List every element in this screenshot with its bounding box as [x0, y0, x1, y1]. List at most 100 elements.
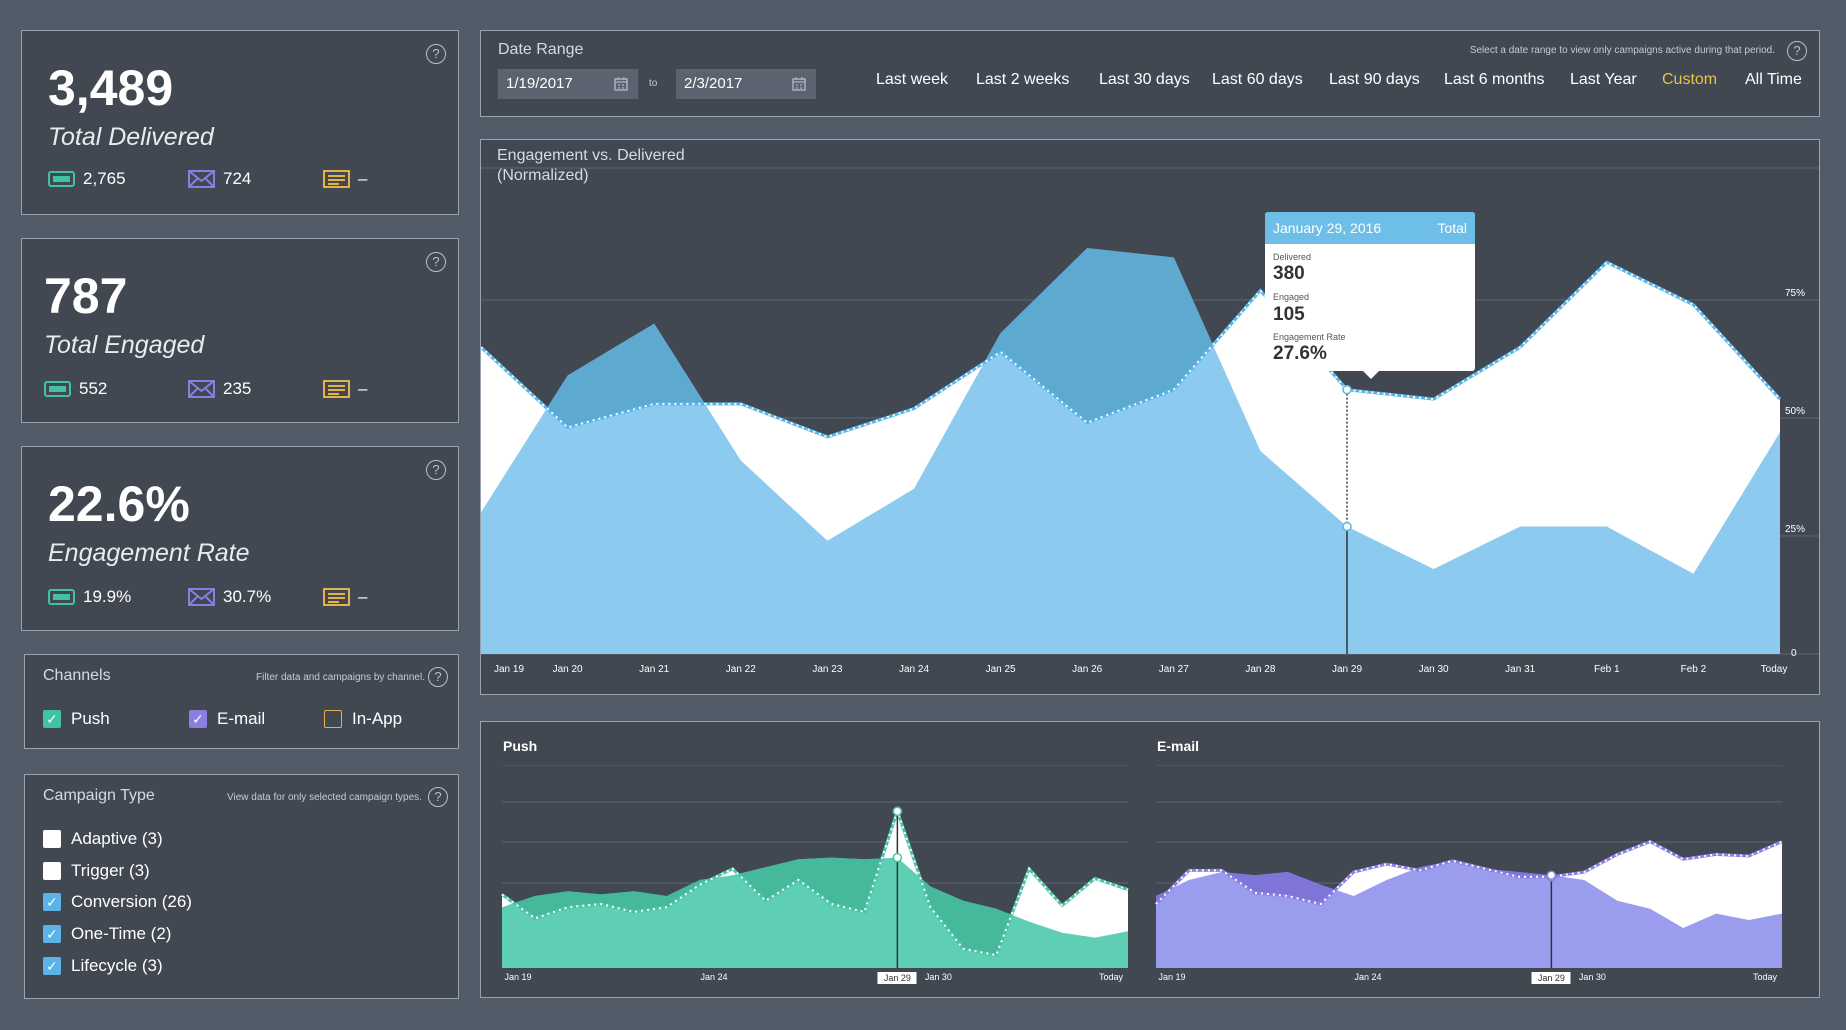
- x-tick-label: Jan 29: [1331, 664, 1363, 675]
- tooltip-arrow: [1363, 371, 1379, 379]
- help-icon[interactable]: ?: [426, 460, 446, 480]
- total-delivered-value: 3,489: [48, 60, 174, 116]
- x-tick-label: Feb 1: [1594, 664, 1620, 675]
- x-tick-label: Jan 30: [1578, 972, 1606, 982]
- inapp-value: –: [358, 379, 368, 398]
- chart-tooltip: January 29, 2016 Total Delivered 380 Eng…: [1265, 212, 1475, 379]
- date-to-input[interactable]: 2/3/2017: [676, 69, 816, 99]
- x-tick-label: Jan 29: [1531, 972, 1571, 984]
- campaign-type-panel: Campaign Type View data for only selecte…: [24, 774, 459, 999]
- x-tick-label: Jan 26: [1072, 664, 1103, 675]
- x-tick-label: Jan 20: [552, 664, 583, 675]
- engagement-rate-label: Engagement Rate: [48, 539, 250, 567]
- range-option-last-year[interactable]: Last Year: [1570, 71, 1637, 88]
- push-stat: 2,765: [48, 169, 126, 189]
- channel-checkbox-email[interactable]: ✓ E-mail: [189, 709, 265, 729]
- date-from-value: 1/19/2017: [506, 75, 573, 92]
- email-stat: 30.7%: [188, 587, 271, 607]
- engagement-rate-card: ? 22.6% Engagement Rate 19.9% 30.7% –: [21, 446, 459, 631]
- range-option-last-90-days[interactable]: Last 90 days: [1329, 71, 1420, 88]
- campaign-type-title: Campaign Type: [43, 787, 155, 804]
- channel-checkbox-push[interactable]: ✓ Push: [43, 709, 110, 729]
- range-option-last-30-days[interactable]: Last 30 days: [1099, 71, 1190, 88]
- range-option-all-time[interactable]: All Time: [1745, 71, 1802, 88]
- total-engaged-label: Total Engaged: [44, 331, 205, 359]
- channel-checkbox-inapp[interactable]: In-App: [324, 709, 402, 729]
- email-stat: 724: [188, 169, 251, 189]
- tooltip-engaged-value: 105: [1273, 304, 1305, 325]
- x-tick-label: Feb 2: [1680, 664, 1707, 675]
- checkbox-checked-icon[interactable]: ✓: [189, 710, 207, 728]
- push-chart-title: Push: [503, 738, 538, 754]
- campaign-checkbox-one-time[interactable]: ✓ One-Time (2): [43, 924, 171, 944]
- push-value: 19.9%: [83, 587, 132, 606]
- channel-label: E-mail: [217, 709, 266, 728]
- checkbox-checked-icon[interactable]: ✓: [43, 957, 61, 975]
- help-icon[interactable]: ?: [428, 787, 448, 807]
- email-value: 235: [223, 379, 252, 398]
- x-tick-label: Jan 29: [877, 972, 917, 984]
- range-option-last-week[interactable]: Last week: [876, 71, 949, 88]
- campaign-label: Adaptive (3): [71, 829, 163, 848]
- y-tick-label: 0: [1791, 648, 1797, 659]
- checkbox-unchecked-icon[interactable]: [43, 830, 61, 848]
- inapp-stat: –: [323, 587, 367, 607]
- tooltip-engaged-label: Engaged: [1273, 292, 1310, 302]
- engaged-line-dots: [501, 808, 1129, 957]
- inapp-value: –: [358, 169, 368, 188]
- date-to-label: to: [649, 78, 658, 89]
- campaign-checkbox-conversion[interactable]: ✓ Conversion (26): [43, 892, 192, 912]
- delivered-point: [892, 852, 903, 863]
- x-tick-label: Today: [1760, 664, 1788, 675]
- total-delivered-card: ? 3,489 Total Delivered 2,765 724 –: [21, 30, 459, 215]
- help-icon[interactable]: ?: [426, 252, 446, 272]
- checkbox-checked-icon[interactable]: ✓: [43, 710, 61, 728]
- push-icon: [44, 381, 71, 397]
- x-tick-label: Jan 24: [1354, 972, 1382, 982]
- x-tick-label: Jan 27: [1158, 664, 1189, 675]
- x-tick-label: Jan 30: [1418, 664, 1449, 675]
- inapp-icon: [323, 380, 350, 398]
- inapp-value: –: [358, 587, 368, 606]
- push-value: 552: [79, 379, 108, 398]
- date-range-title: Date Range: [498, 41, 584, 58]
- email-value: 724: [223, 169, 252, 188]
- channels-panel: Channels Filter data and campaigns by ch…: [24, 654, 459, 749]
- calendar-icon[interactable]: [792, 77, 806, 91]
- help-icon[interactable]: ?: [426, 44, 446, 64]
- checkbox-checked-icon[interactable]: ✓: [43, 893, 61, 911]
- email-chart: [1154, 765, 1783, 968]
- range-option-last-60-days[interactable]: Last 60 days: [1212, 71, 1303, 88]
- delivered-overlap-area: [1156, 860, 1782, 904]
- x-tick-label: Jan 28: [1245, 664, 1276, 675]
- channel-label: Push: [71, 709, 110, 728]
- x-tick-label: Jan 19: [493, 664, 525, 675]
- help-icon[interactable]: ?: [1787, 41, 1807, 61]
- x-tick-label: Jan 23: [812, 664, 843, 675]
- range-option-custom[interactable]: Custom: [1662, 71, 1718, 88]
- campaign-checkbox-lifecycle[interactable]: ✓ Lifecycle (3): [43, 956, 163, 976]
- x-tick-label: Jan 24: [898, 664, 930, 675]
- date-from-input[interactable]: 1/19/2017: [498, 69, 638, 99]
- tooltip-date: January 29, 2016: [1273, 220, 1382, 236]
- range-option-last-6-months[interactable]: Last 6 months: [1444, 71, 1545, 88]
- checkbox-checked-icon[interactable]: ✓: [43, 925, 61, 943]
- campaign-checkbox-adaptive[interactable]: Adaptive (3): [43, 829, 163, 849]
- date-range-hint: Select a date range to view only campaig…: [1469, 45, 1775, 56]
- chart-subtitle: (Normalized): [497, 167, 589, 184]
- checkbox-unchecked-icon[interactable]: [324, 710, 342, 728]
- x-tick-label: Jan 21: [639, 664, 670, 675]
- engaged-point: [892, 806, 903, 816]
- delivered-point: [1546, 870, 1557, 880]
- y-tick-label: 25%: [1785, 524, 1806, 535]
- x-tick-label: Jan 31: [1505, 664, 1536, 675]
- date-range-panel: Date Range Select a date range to view o…: [480, 30, 1820, 117]
- calendar-icon[interactable]: [614, 77, 628, 91]
- push-icon: [48, 589, 75, 605]
- campaign-label: Trigger (3): [71, 861, 150, 880]
- help-icon[interactable]: ?: [428, 667, 448, 687]
- campaign-checkbox-trigger[interactable]: Trigger (3): [43, 861, 150, 881]
- checkbox-unchecked-icon[interactable]: [43, 862, 61, 880]
- range-option-last-2-weeks[interactable]: Last 2 weeks: [976, 71, 1070, 88]
- engaged-line: [1154, 839, 1783, 906]
